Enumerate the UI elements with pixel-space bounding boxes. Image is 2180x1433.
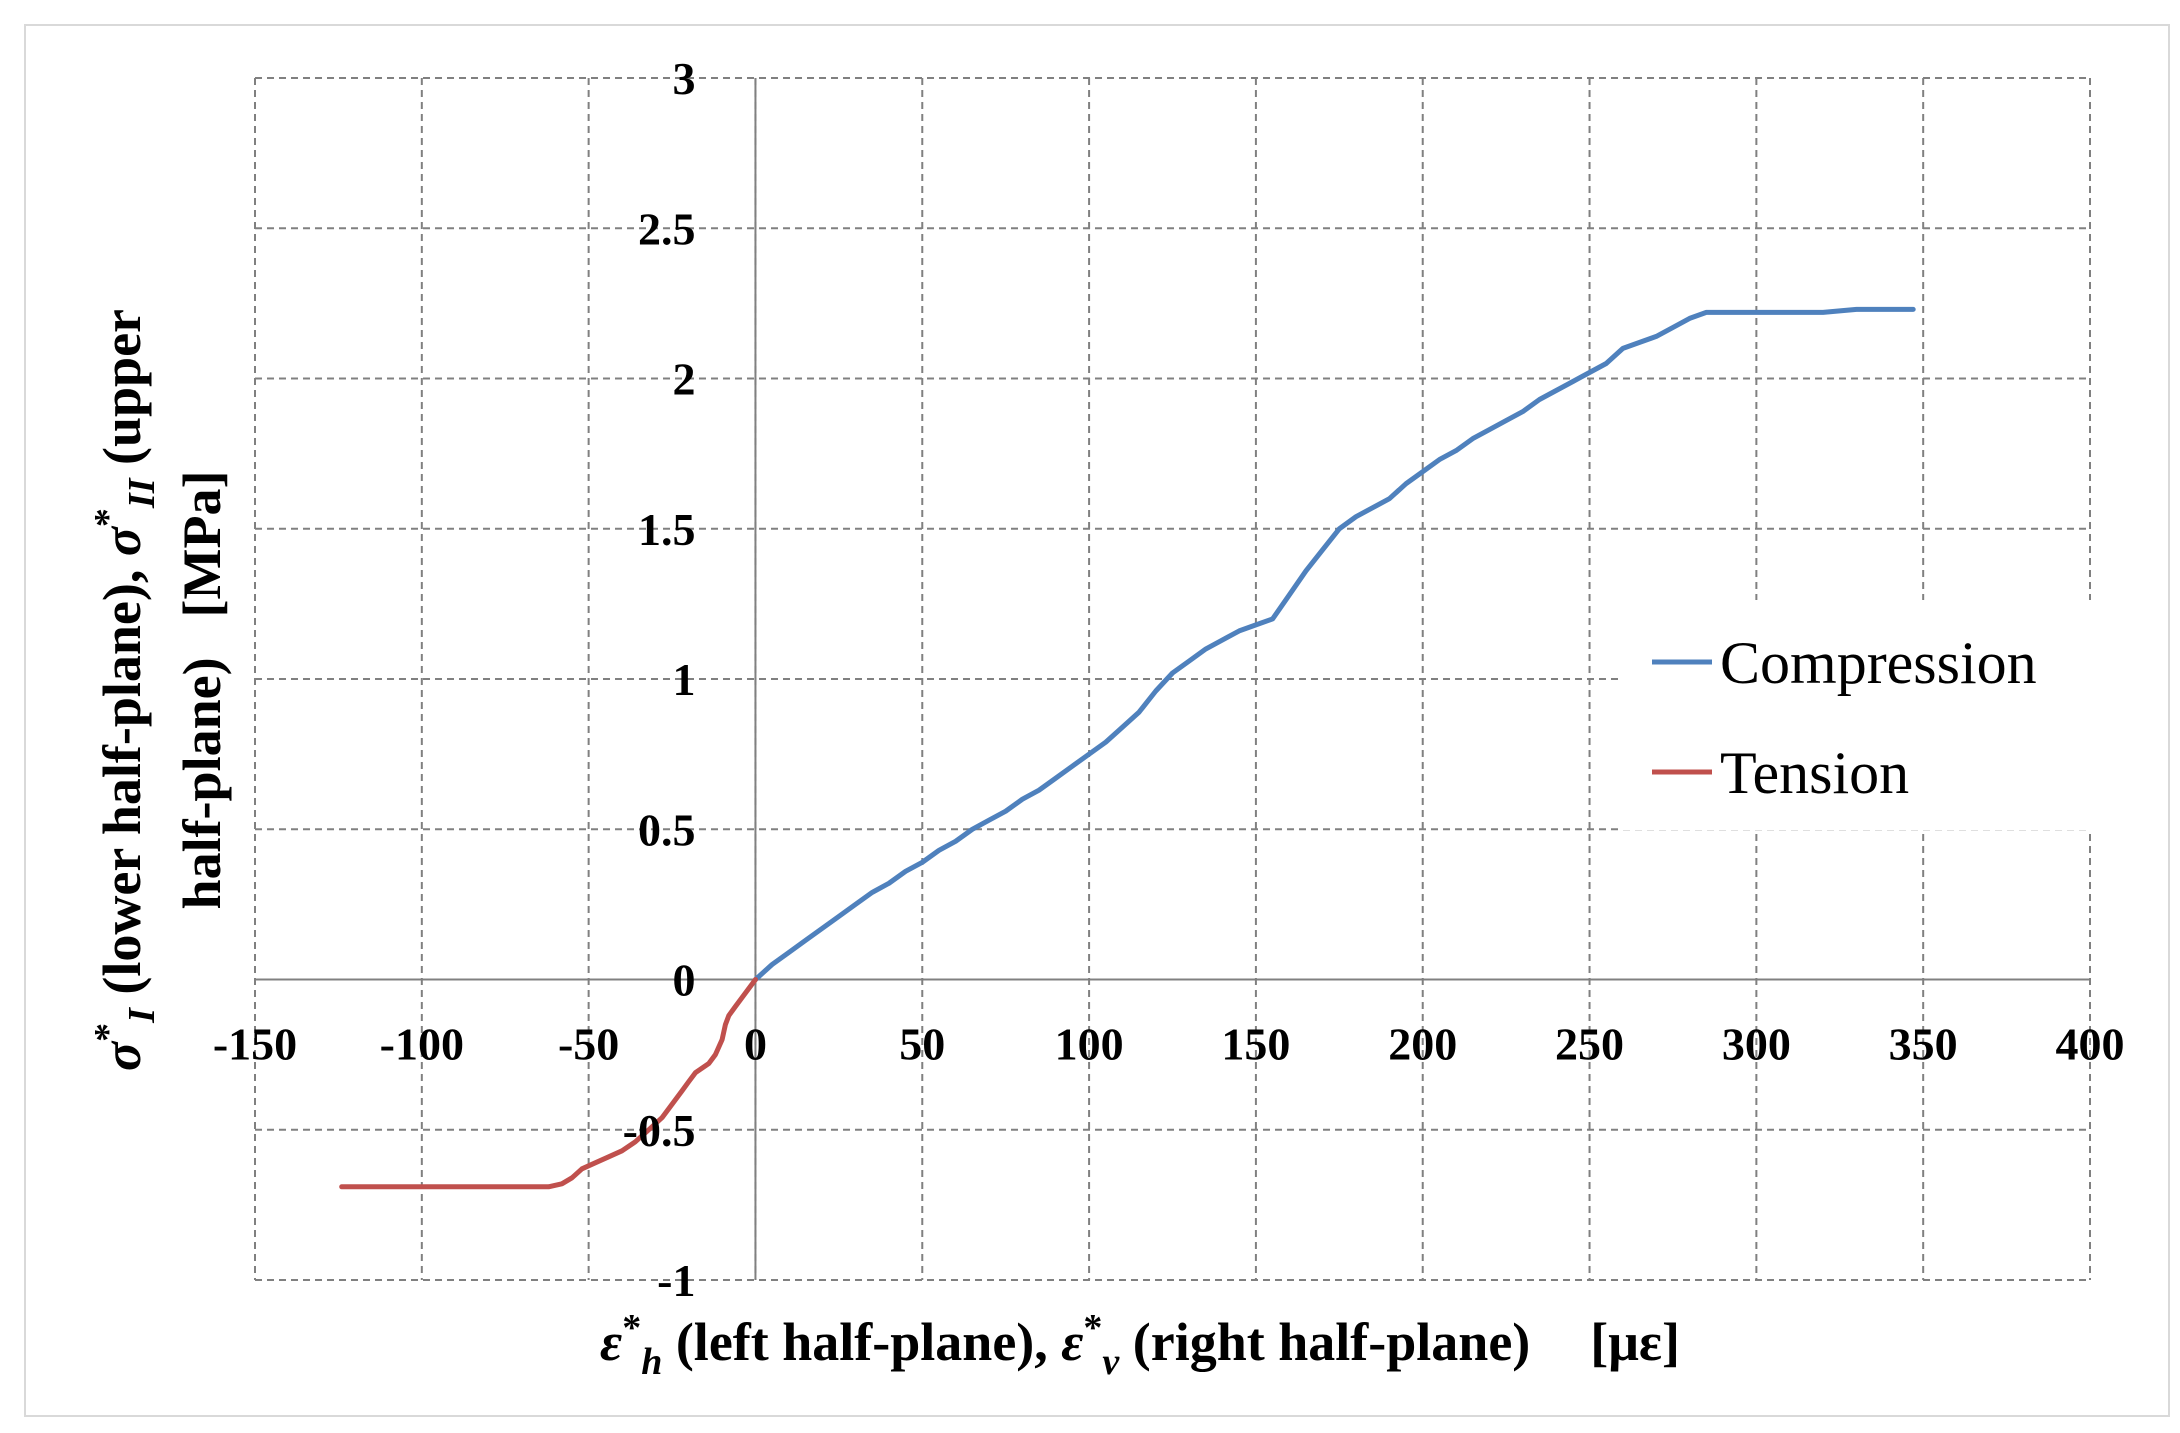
x-tick-label: 50	[899, 1019, 945, 1070]
x-tick-label: 250	[1555, 1019, 1624, 1070]
x-axis-sub-2: v	[1102, 1341, 1120, 1383]
y-axis-sub-2: II	[121, 477, 163, 509]
y-axis-text-2: (upper	[92, 309, 152, 479]
x-axis-sub-1: h	[641, 1341, 662, 1383]
tick-labels: -150 -100 -50 0 50 100 150 200 250 300 350 400 -1 -0.…	[213, 53, 2125, 1306]
y-axis-title-group: σ*I (lower half-plane), σ*II (upper half…	[87, 309, 232, 1071]
x-tick-label: -150	[213, 1019, 297, 1070]
x-axis-symbol-2: ε	[1061, 1312, 1083, 1372]
x-tick-label: 350	[1889, 1019, 1958, 1070]
y-axis-sub-1: I	[121, 1007, 163, 1024]
x-tick-label: 100	[1055, 1019, 1124, 1070]
x-axis-text-1: (left half-plane),	[662, 1312, 1061, 1372]
y-tick-label: 1	[672, 654, 695, 705]
x-axis-title: ε*h (left half-plane), ε*v (right half-p…	[600, 1307, 1680, 1383]
x-tick-label: 400	[2056, 1019, 2125, 1070]
x-tick-label: 150	[1221, 1019, 1290, 1070]
series-lines	[339, 306, 1916, 1190]
y-axis-sup-2: *	[87, 508, 129, 527]
y-tick-label: 0	[672, 955, 695, 1006]
y-axis-unit: [MPa]	[172, 471, 232, 618]
x-tick-label: 200	[1388, 1019, 1457, 1070]
y-tick-label: -1	[657, 1255, 695, 1306]
y-axis-symbol-1: σ	[92, 1040, 152, 1071]
y-axis-title-line2: half-plane) [MPa]	[172, 471, 232, 910]
x-axis-sup-2: *	[1083, 1307, 1102, 1349]
x-tick-label: -50	[558, 1019, 619, 1070]
y-tick-label: 2	[672, 354, 695, 405]
x-axis-sup-1: *	[622, 1307, 641, 1349]
legend-background	[1622, 600, 2142, 830]
y-axis-text-1: (lower half-plane),	[92, 556, 152, 1008]
legend-label-compression: Compression	[1720, 630, 2037, 696]
x-axis-text-2: (right half-plane)	[1119, 1312, 1530, 1372]
x-axis-unit: [με]	[1590, 1312, 1680, 1372]
x-tick-label: 0	[744, 1019, 767, 1070]
y-axis-line2-text: half-plane)	[172, 657, 232, 909]
legend-label-tension: Tension	[1720, 740, 1909, 806]
y-tick-label: 1.5	[638, 504, 696, 555]
y-tick-label: 2.5	[638, 203, 696, 254]
x-tick-label: 300	[1722, 1019, 1791, 1070]
y-tick-label: 3	[672, 53, 695, 104]
y-axis-title-line1: σ*I (lower half-plane), σ*II (upper	[87, 309, 163, 1071]
y-tick-label: -0.5	[623, 1105, 696, 1156]
axes	[255, 78, 2090, 1280]
series-line-tension	[339, 977, 758, 1190]
x-axis-symbol-1: ε	[600, 1312, 622, 1372]
y-axis-sup-1: *	[87, 1023, 129, 1042]
y-tick-label: 0.5	[638, 804, 696, 855]
x-tick-label: -100	[380, 1019, 464, 1070]
series-line-compression	[753, 306, 1916, 982]
y-axis-symbol-2: σ	[92, 525, 152, 556]
